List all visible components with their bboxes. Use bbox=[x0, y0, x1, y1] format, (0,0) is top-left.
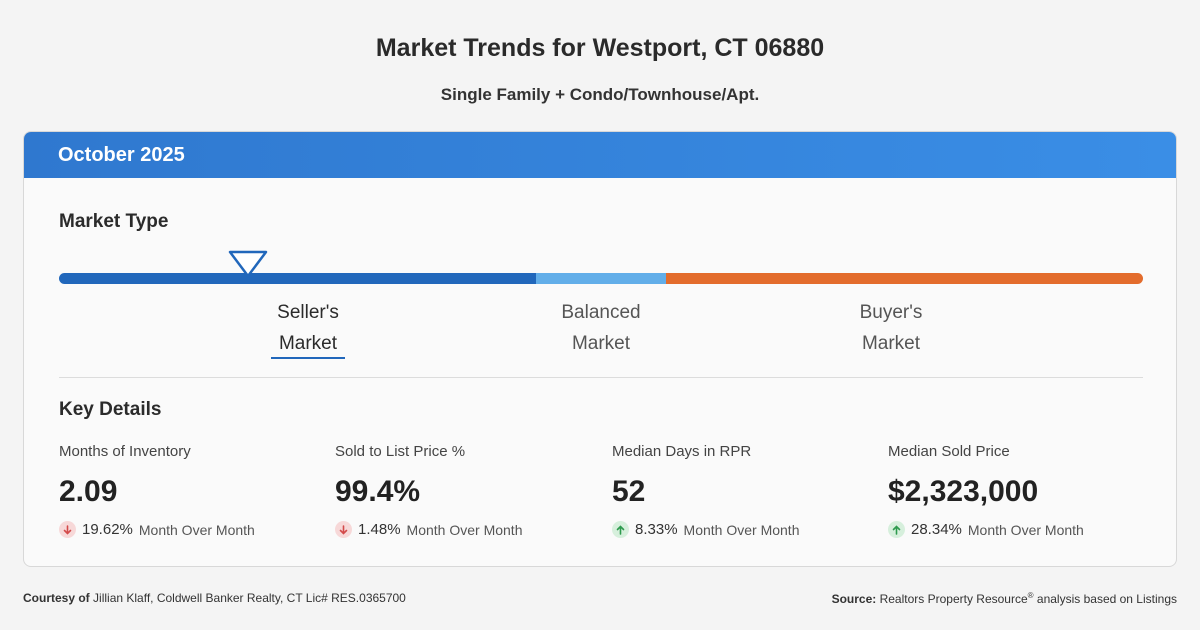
metric-median-sold-price: Median Sold Price $2,323,000 28.34% Mont… bbox=[888, 443, 1158, 538]
market-trends-card: October 2025 Market Type Seller's Market… bbox=[23, 131, 1177, 567]
source-text-2: analysis based on Listings bbox=[1036, 592, 1177, 606]
scale-label-balanced-line1: Balanced bbox=[561, 302, 641, 323]
metric-change: 28.34% Month Over Month bbox=[888, 521, 1158, 538]
metric-median-days-in-rpr: Median Days in RPR 52 8.33% Month Over M… bbox=[612, 443, 882, 538]
scale-segment-balanced bbox=[536, 273, 666, 284]
metric-change-period: Month Over Month bbox=[138, 521, 255, 538]
scale-label-seller-line1: Seller's bbox=[277, 302, 339, 323]
market-indicator-triangle-icon bbox=[228, 250, 268, 278]
metric-label: Median Sold Price bbox=[888, 443, 1010, 460]
registered-mark: ® bbox=[1027, 591, 1034, 600]
arrow-up-icon bbox=[888, 521, 905, 538]
arrow-up-icon bbox=[612, 521, 629, 538]
metric-label: Months of Inventory bbox=[59, 443, 191, 460]
metric-sold-to-list-price: Sold to List Price % 99.4% 1.48% Month O… bbox=[335, 443, 605, 538]
scale-segment-buyer bbox=[666, 273, 1143, 284]
page-title: Market Trends for Westport, CT 06880 bbox=[375, 34, 825, 62]
scale-label-balanced: Balanced Market bbox=[551, 297, 651, 359]
metric-value: 2.09 bbox=[59, 475, 118, 508]
metric-change-period: Month Over Month bbox=[967, 521, 1084, 538]
courtesy-text: Jillian Klaff, Coldwell Banker Realty, C… bbox=[93, 591, 406, 605]
period-label: October 2025 bbox=[58, 143, 185, 166]
footer-source: Source: Realtors Property Resource® anal… bbox=[832, 591, 1177, 606]
scale-segment-seller bbox=[59, 273, 536, 284]
market-type-title: Market Type bbox=[59, 211, 169, 232]
active-market-underline bbox=[271, 357, 345, 359]
metric-change-period: Month Over Month bbox=[683, 521, 800, 538]
source-label: Source: bbox=[831, 592, 877, 606]
arrow-down-icon bbox=[335, 521, 352, 538]
metric-value: 99.4% bbox=[335, 475, 421, 508]
metric-label: Median Days in RPR bbox=[612, 443, 752, 460]
key-details-title: Key Details bbox=[59, 399, 162, 420]
scale-label-buyer: Buyer's Market bbox=[851, 297, 931, 359]
metric-change-percent: 19.62% bbox=[82, 521, 133, 538]
metric-change: 1.48% Month Over Month bbox=[335, 521, 605, 538]
section-divider bbox=[59, 377, 1143, 378]
scale-label-buyer-line1: Buyer's bbox=[859, 302, 923, 323]
metric-change-percent: 8.33% bbox=[635, 521, 678, 538]
scale-label-buyer-line2: Market bbox=[861, 333, 921, 354]
scale-label-balanced-line2: Market bbox=[571, 333, 631, 354]
arrow-down-icon bbox=[59, 521, 76, 538]
metric-months-of-inventory: Months of Inventory 2.09 19.62% Month Ov… bbox=[59, 443, 329, 538]
metric-value: 52 bbox=[612, 475, 646, 508]
metric-change-period: Month Over Month bbox=[406, 521, 523, 538]
card-header: October 2025 bbox=[24, 132, 1176, 178]
courtesy-label: Courtesy of bbox=[23, 591, 90, 605]
metric-change-percent: 28.34% bbox=[911, 521, 962, 538]
metric-change: 8.33% Month Over Month bbox=[612, 521, 882, 538]
source-text-1: Realtors Property Resource bbox=[879, 592, 1028, 606]
scale-label-seller-line2: Market bbox=[278, 333, 338, 354]
metric-value: $2,323,000 bbox=[888, 475, 1039, 508]
metric-change: 19.62% Month Over Month bbox=[59, 521, 329, 538]
market-type-scale bbox=[59, 273, 1143, 284]
scale-label-seller: Seller's Market bbox=[271, 297, 345, 359]
page-subtitle: Single Family + Condo/Townhouse/Apt. bbox=[440, 85, 760, 104]
metric-change-percent: 1.48% bbox=[358, 521, 401, 538]
metric-label: Sold to List Price % bbox=[335, 443, 466, 460]
footer-courtesy: Courtesy of Jillian Klaff, Coldwell Bank… bbox=[23, 591, 406, 605]
